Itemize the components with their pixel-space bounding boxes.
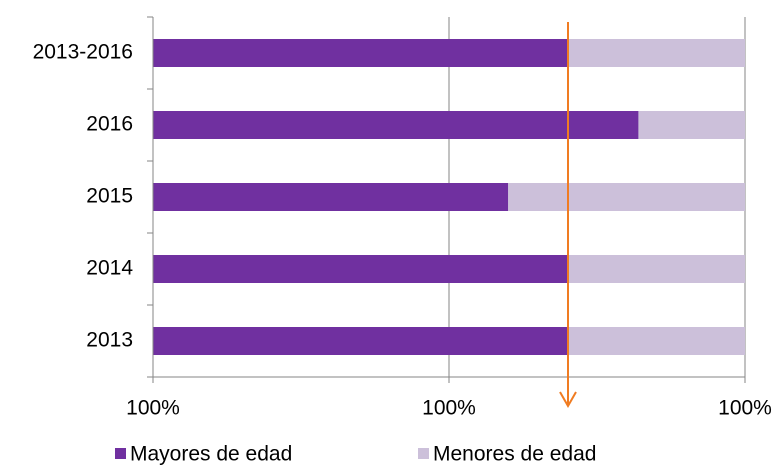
x-tick-label: 100% — [126, 397, 180, 420]
y-tick-label: 2016 — [86, 113, 133, 136]
y-tick-label: 2015 — [86, 185, 133, 208]
bar-segment — [153, 255, 568, 283]
legend-swatch — [115, 448, 126, 459]
legend-label: Menores de edad — [433, 443, 596, 466]
bar-segment — [567, 255, 745, 283]
y-tick-label: 2013-2016 — [33, 41, 133, 64]
y-tick-label: 2014 — [86, 257, 133, 280]
bar-segment — [153, 183, 509, 211]
bar-segment — [153, 327, 568, 355]
x-tick-label: 100% — [718, 397, 772, 420]
legend-swatch — [418, 448, 429, 459]
bar-segment — [153, 39, 568, 67]
bar-segment — [567, 39, 745, 67]
annotation-arrowhead — [559, 391, 577, 409]
bar-segment — [508, 183, 745, 211]
x-tick-label: 100% — [422, 397, 476, 420]
bar-segment — [567, 327, 745, 355]
bar-segment — [638, 111, 745, 139]
y-tick-label: 2013 — [86, 329, 133, 352]
legend-label: Mayores de edad — [130, 443, 292, 466]
bar-segment — [153, 111, 639, 139]
